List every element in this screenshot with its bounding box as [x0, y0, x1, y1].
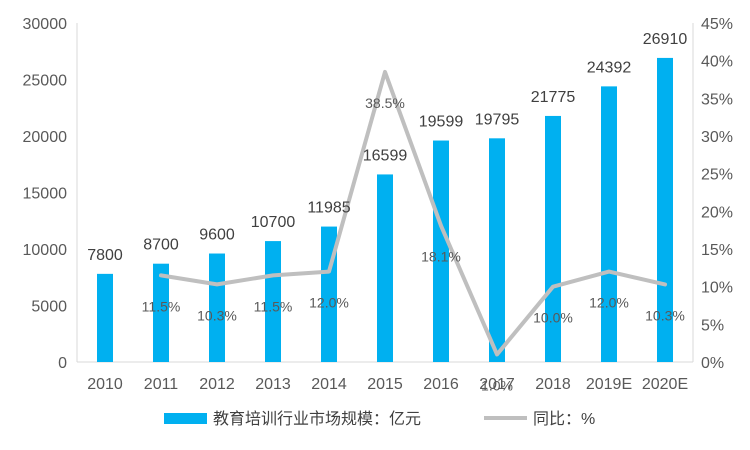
legend-label-line: 同比：% [533, 410, 595, 428]
y-right-tick-label: 10% [701, 280, 733, 297]
x-tick-label: 2019E [586, 376, 632, 393]
x-tick-label: 2012 [199, 376, 235, 393]
bar-value-label: 19795 [475, 111, 520, 128]
line-value-label: 12.0% [589, 295, 629, 311]
bar-value-label: 19599 [419, 114, 464, 131]
line-value-label: 10.3% [645, 307, 685, 323]
bar-value-label: 8700 [143, 237, 179, 254]
bar [489, 138, 505, 362]
y-left-tick-label: 15000 [23, 186, 68, 203]
legend-swatch-bar [164, 413, 207, 424]
data-labels: 7800 8700 9600 10700 11985 16599 19599 19795 217… [87, 31, 687, 394]
y-left-tick-label: 30000 [23, 16, 68, 33]
bar-value-label: 9600 [199, 227, 235, 244]
y-right-tick-label: 30% [701, 129, 733, 146]
y-right-tick-label: 15% [701, 242, 733, 259]
line-value-label: 18.1% [421, 249, 461, 265]
y-left-tick-label: 10000 [23, 242, 68, 259]
y-left-tick-label: 25000 [23, 73, 68, 90]
y-right-tick-label: 35% [701, 91, 733, 108]
line-path [159, 69, 667, 357]
bar [377, 174, 393, 362]
axes: 0 5000 10000 15000 20000 25000 30000 0% 5% 10% 15%… [23, 16, 734, 393]
bar-value-label: 11985 [307, 200, 350, 217]
y-right-tick-label: 20% [701, 204, 733, 221]
bar-value-label: 10700 [251, 214, 296, 231]
line-value-label: 11.5% [142, 298, 181, 314]
y-right-tick-label: 40% [701, 54, 733, 71]
y-left-tick-label: 20000 [23, 129, 68, 146]
legend-label-bar: 教育培训行业市场规模：亿元 [213, 410, 421, 428]
y-right-tick-label: 0% [701, 355, 724, 372]
x-tick-label: 2016 [423, 376, 459, 393]
bar-value-label: 24392 [587, 59, 632, 76]
line-value-label: 11.5% [254, 298, 293, 314]
bar-value-label: 26910 [643, 31, 688, 48]
line-value-label: 38.5% [365, 95, 405, 111]
bar [153, 263, 169, 362]
bar [657, 57, 673, 363]
bar [601, 86, 617, 363]
x-tick-label: 2014 [311, 376, 347, 393]
x-tick-label: 2018 [535, 376, 571, 393]
y-left-tick-label: 5000 [31, 299, 67, 316]
bar-value-label: 21775 [531, 89, 576, 106]
bar [545, 115, 561, 362]
bar-value-label: 7800 [87, 247, 123, 264]
y-left-tick-label: 0 [58, 355, 67, 372]
bar-series [97, 57, 673, 363]
line-value-label: 10.3% [197, 307, 237, 323]
x-tick-label: 2011 [144, 376, 179, 393]
bar [97, 273, 113, 362]
x-tick-label: 2010 [87, 376, 123, 393]
x-tick-label: 2015 [367, 376, 403, 393]
x-tick-label: 2020E [642, 376, 688, 393]
x-tick-label: 2017 [479, 376, 515, 393]
bar [265, 241, 281, 362]
line-series [159, 69, 667, 357]
y-right-tick-label: 25% [701, 167, 733, 184]
x-tick-label: 2013 [255, 376, 291, 393]
bar [209, 253, 225, 362]
line-value-label: 10.0% [533, 310, 573, 326]
line-value-label: 1.0% [481, 377, 513, 393]
bar-value-label: 16599 [363, 147, 408, 164]
legend: 教育培训行业市场规模：亿元 同比：% [164, 410, 595, 428]
y-right-tick-label: 5% [701, 317, 724, 334]
line-value-label: 12.0% [309, 295, 349, 311]
y-right-tick-label: 45% [701, 16, 733, 33]
bar [433, 140, 449, 362]
